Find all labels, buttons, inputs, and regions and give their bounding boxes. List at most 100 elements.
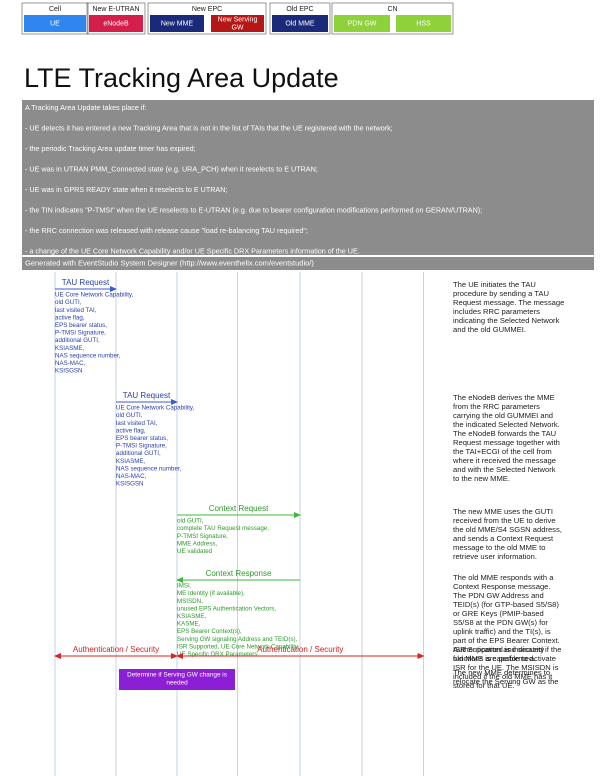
note-line: from the RRC parameters — [453, 402, 540, 411]
group-label: New E-UTRAN — [92, 6, 139, 13]
message-param: last visited TAI, — [116, 420, 158, 427]
message-param: NAS-MAC, — [116, 473, 147, 480]
message-param: UE Specific DRX Parameters — [177, 651, 257, 658]
message-param: active flag, — [55, 314, 85, 321]
message-param: old GUTI, — [177, 518, 204, 525]
note-line: part of the EPS Bearer Context. — [453, 636, 560, 645]
message-param: EPS Bearer Context(s), — [177, 628, 242, 635]
intro-line: - the periodic Tracking Area update time… — [25, 144, 196, 153]
message-param: old GUTI, — [116, 412, 143, 419]
note-line: The UE initiates the TAU — [453, 280, 536, 289]
message-param: UE Core Network Capability, — [116, 405, 195, 412]
entity-label: PDN GW — [348, 20, 377, 27]
message-param: additional GUTI, — [55, 337, 100, 344]
intro-box — [22, 100, 594, 255]
note-line: The new MME determines to — [453, 668, 550, 677]
note-line: Context Response message. — [453, 582, 551, 591]
message-param: active flag, — [116, 427, 146, 434]
message-param: NAS sequence number, — [116, 465, 182, 472]
note-line: the old MME/S4 SGSN address, — [453, 525, 562, 534]
action-box — [119, 669, 235, 690]
message-param: P-TMSI Signature, — [55, 330, 106, 337]
message-param: NAS sequence number, — [55, 352, 121, 359]
entity-box — [334, 15, 390, 32]
entity-label: HSS — [416, 20, 431, 27]
intro-line: - UE was in GPRS READY state when it res… — [25, 185, 227, 194]
message-label: Context Response — [206, 569, 272, 578]
note-line: retrieve user information. — [453, 552, 537, 561]
message-param: P-TMSI Signature, — [116, 443, 167, 450]
message-param: IMSI, — [177, 583, 192, 590]
entity-box — [272, 15, 328, 32]
message-param: KSIASME, — [177, 613, 207, 620]
note-line: The eNodeB forwards the TAU — [453, 429, 556, 438]
intro-line: A Tracking Area Update takes place if: — [25, 103, 146, 112]
note-line: uplink traffic) and the TI(s), is — [453, 627, 551, 636]
entity-box — [211, 15, 264, 32]
group-box — [269, 2, 331, 35]
message-param: KSISGSN — [55, 368, 83, 375]
entity-box — [150, 15, 204, 32]
entity-box — [89, 15, 143, 32]
message-param: MME Address, — [177, 540, 218, 547]
message-param: NAS-MAC, — [55, 360, 86, 367]
intro-line: - the TIN indicates "P-TMSI" when the UE… — [25, 205, 482, 214]
note-line: The new MME uses the GUTI — [453, 507, 553, 516]
intro-line: - UE detects it has entered a new Tracki… — [25, 123, 393, 132]
group-label: CN — [387, 6, 397, 13]
intro-line: - UE was in UTRAN PMM_Connected state (e… — [25, 164, 318, 173]
note-line: The old MME responds with a — [453, 573, 554, 582]
note-line: the TAI+ECGI of the cell from — [453, 447, 552, 456]
message-param: KSIASME, — [55, 345, 85, 352]
note-line: and with the Selected Network — [453, 465, 556, 474]
intro-line: - a change of the UE Core Network Capabi… — [25, 246, 360, 255]
security-label: Authentication / Security — [257, 645, 343, 654]
group-label: Cell — [49, 6, 62, 13]
note-line: included if the old MME has it — [453, 672, 553, 681]
message-param: MSISDN, — [177, 598, 203, 605]
entity-label: UE — [50, 20, 60, 27]
entity-box — [396, 15, 451, 32]
note-line: The PDN GW Address and — [453, 591, 544, 600]
message-label: TAU Request — [62, 278, 110, 287]
message-param: ME Identity (if available), — [177, 590, 245, 597]
action-text: Determine if Serving GW change is — [127, 672, 227, 679]
entity-label: New Serving GW — [218, 16, 258, 31]
message-param: EPS bearer status, — [116, 435, 168, 442]
note-line: Request message. The message — [453, 298, 564, 307]
message-param: complete TAU Request message, — [177, 525, 269, 532]
group-box — [147, 2, 267, 35]
note-line: Authentication and security — [453, 645, 544, 654]
message-label: Context Request — [209, 504, 269, 513]
note-line: and the old GUMMEI. — [453, 325, 526, 334]
note-line: message to the old MME to — [453, 543, 545, 552]
note-line: old MME is capable to activate — [453, 654, 556, 663]
entity-box — [24, 15, 86, 32]
note-line: and sends a Context Request — [453, 534, 554, 543]
message-param: unused EPS Authentication Vectors, — [177, 605, 276, 612]
message-param: Serving GW signaling Address and TEID(s)… — [177, 636, 298, 643]
message-param: old GUTI, — [55, 299, 82, 306]
message-param: last visited TAI, — [55, 307, 97, 314]
note-line: ISR for the UE. The MSISDN is — [453, 663, 559, 672]
entity-label: eNodeB — [103, 20, 129, 27]
note-line: to the new MME. — [453, 474, 510, 483]
intro-line: - the RRC connection was released with r… — [25, 226, 308, 235]
message-param: EPS bearer status, — [55, 322, 107, 329]
note-line: The eNodeB derives the MME — [453, 393, 555, 402]
message-param: additional GUTI, — [116, 450, 161, 457]
message-param: P-TMSI Signature, — [177, 533, 228, 540]
generated: Generated with EventStudio System Design… — [25, 258, 314, 267]
action-text: needed — [166, 680, 188, 687]
note-line: indicating the Selected Network — [453, 316, 560, 325]
message-param: KSISGSN — [116, 481, 144, 488]
message-param: KASME, — [177, 621, 201, 628]
security-label: Authentication / Security — [73, 645, 159, 654]
note-line: relocate the Serving GW as the — [453, 677, 559, 686]
message-param: ISR Supported, UE Core Network Capabilit… — [177, 643, 300, 650]
note-line: S5/S8 at the PDN GW(s) for — [453, 618, 548, 627]
entity-label: Old MME — [285, 20, 315, 27]
